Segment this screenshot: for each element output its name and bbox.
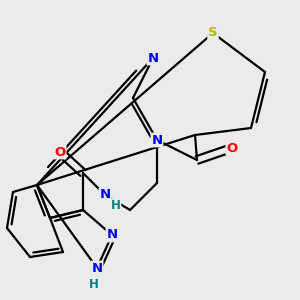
Text: O: O — [226, 142, 238, 154]
Text: N: N — [99, 188, 111, 202]
Text: N: N — [152, 134, 163, 146]
Text: H: H — [111, 199, 120, 212]
Text: N: N — [106, 229, 118, 242]
Text: H: H — [89, 278, 99, 291]
Text: N: N — [92, 262, 103, 275]
Text: O: O — [54, 146, 66, 158]
Text: S: S — [208, 26, 218, 40]
Text: N: N — [147, 52, 159, 64]
